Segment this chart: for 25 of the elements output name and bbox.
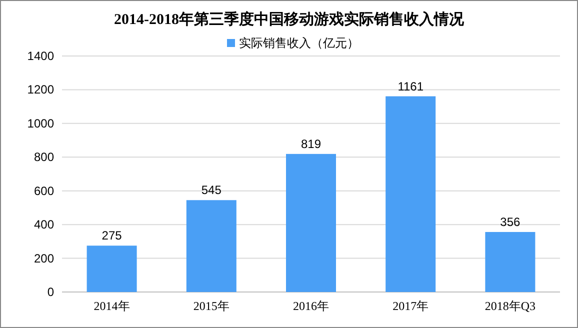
x-tick-label: 2017年 [392, 299, 429, 313]
y-tick-label: 1400 [27, 49, 54, 63]
y-tick-label: 600 [34, 184, 54, 198]
x-tick-label: 2014年 [94, 299, 130, 313]
y-tick-label: 200 [34, 251, 54, 266]
y-tick-label: 1000 [27, 116, 54, 130]
legend-label: 实际销售收入（亿元） [239, 36, 359, 50]
x-tick-label: 2016年 [293, 299, 329, 313]
data-label: 356 [500, 214, 521, 229]
x-tick-label: 2018年Q3 [484, 299, 536, 313]
chart-title: 2014-2018年第三季度中国移动游戏实际销售收入情况 [114, 10, 465, 28]
y-tick-label: 0 [47, 285, 54, 299]
bar [485, 232, 536, 292]
bar [186, 200, 236, 292]
y-tick-label: 1200 [27, 82, 54, 97]
y-tick-label: 800 [34, 150, 54, 164]
x-tick-label: 2015年 [193, 299, 230, 313]
y-tick-label: 400 [34, 218, 54, 232]
data-label: 545 [201, 183, 222, 198]
data-label: 1161 [398, 79, 424, 94]
data-label: 275 [102, 228, 122, 243]
bar [86, 246, 137, 292]
bar [386, 96, 436, 292]
data-label: 819 [300, 136, 322, 151]
bar [286, 154, 336, 292]
